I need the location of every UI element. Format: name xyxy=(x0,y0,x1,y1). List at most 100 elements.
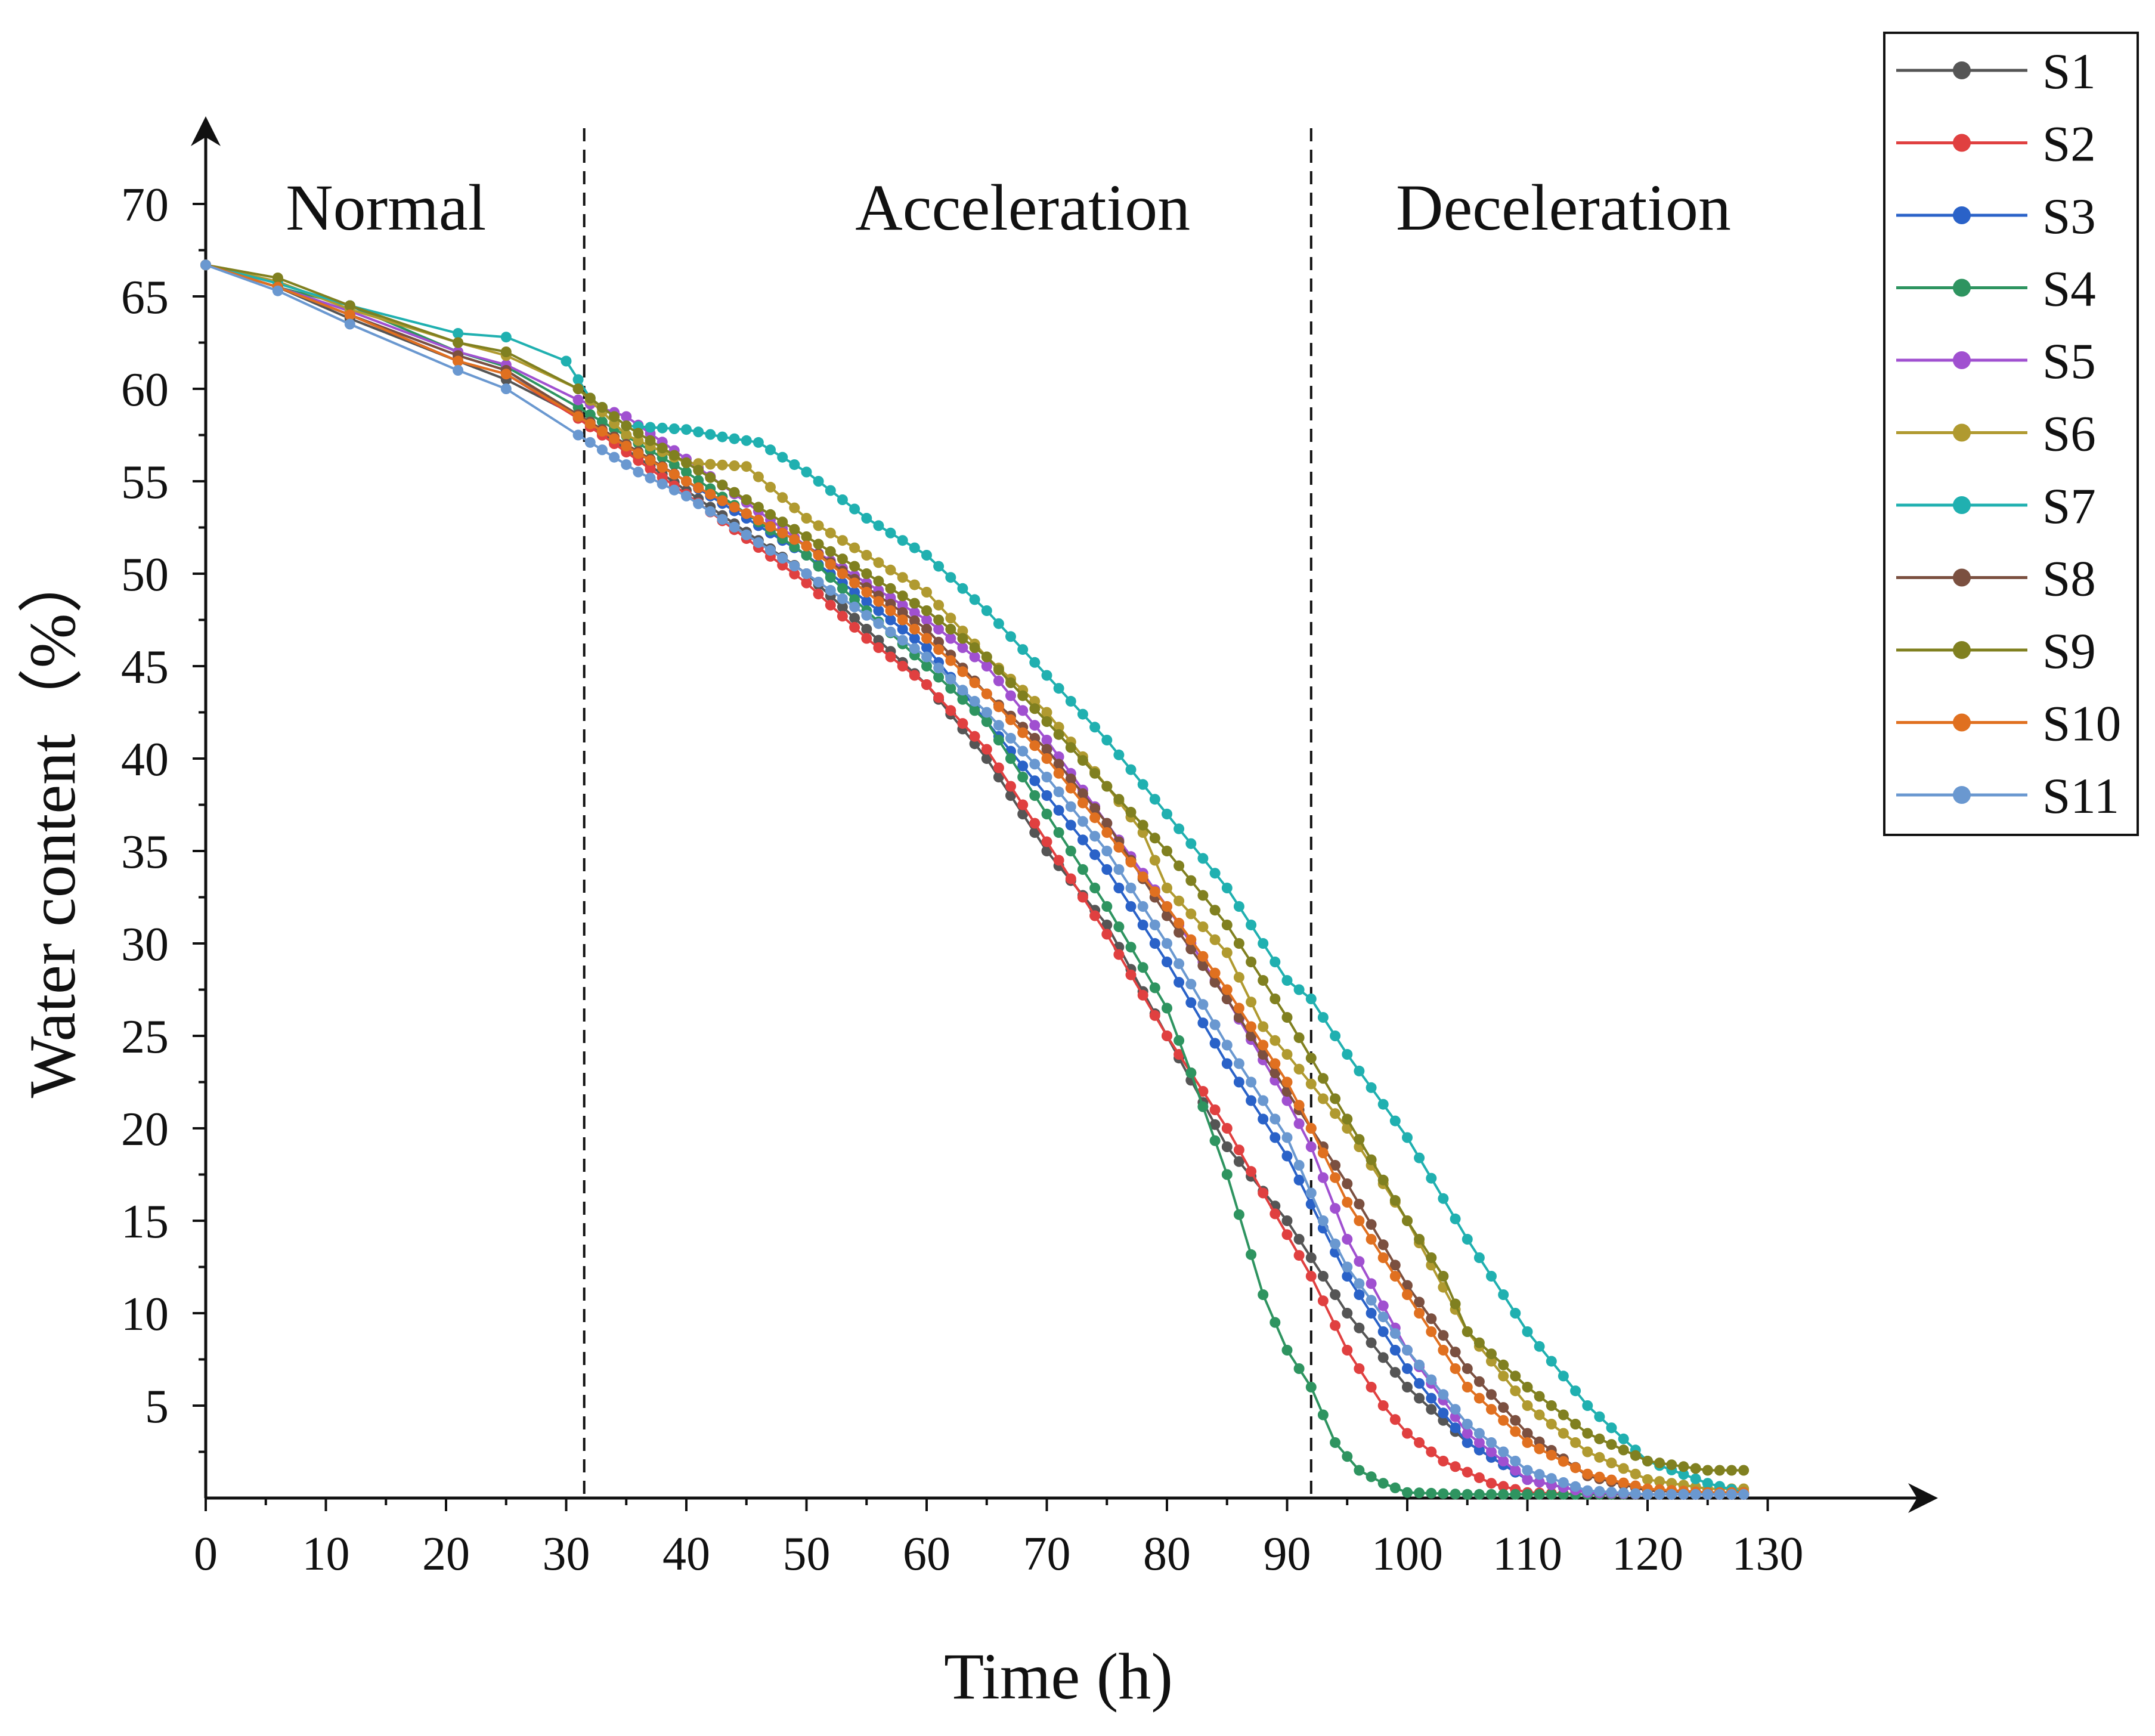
data-point xyxy=(1498,1456,1509,1466)
data-point xyxy=(621,420,632,431)
data-point xyxy=(1258,1049,1269,1060)
data-point xyxy=(1221,1123,1233,1134)
data-point xyxy=(1125,806,1137,818)
data-point xyxy=(1450,1363,1461,1374)
data-point xyxy=(1330,1437,1341,1448)
data-point xyxy=(1450,1213,1461,1224)
data-point xyxy=(1522,1400,1533,1411)
data-point xyxy=(1534,1409,1545,1421)
data-point xyxy=(717,479,728,491)
data-point xyxy=(993,618,1004,629)
data-point xyxy=(1197,890,1209,901)
data-point xyxy=(945,655,956,666)
data-point xyxy=(1041,707,1052,718)
data-point xyxy=(1377,1478,1389,1489)
data-point xyxy=(1246,920,1257,930)
data-point xyxy=(969,705,980,716)
legend-label: S2 xyxy=(2042,116,2096,172)
data-point xyxy=(897,590,908,602)
data-point xyxy=(729,460,740,471)
data-point xyxy=(837,535,848,546)
y-tick-label: 5 xyxy=(145,1381,169,1433)
data-point xyxy=(861,587,872,598)
data-point xyxy=(1233,1076,1244,1088)
data-point xyxy=(1162,910,1172,921)
data-point xyxy=(1402,1215,1413,1226)
data-point xyxy=(1486,1489,1497,1500)
data-point xyxy=(453,328,464,339)
data-point xyxy=(1197,999,1209,1010)
data-point xyxy=(909,633,920,644)
data-point xyxy=(825,546,836,557)
x-tick-label: 90 xyxy=(1264,1528,1311,1580)
data-point xyxy=(693,426,704,438)
data-point xyxy=(945,705,956,716)
data-point xyxy=(1366,1082,1377,1093)
data-point xyxy=(717,431,728,442)
data-point xyxy=(1438,1389,1449,1400)
data-point xyxy=(1017,772,1029,782)
data-point xyxy=(981,707,992,718)
stage-label-normal: Normal xyxy=(286,171,486,244)
data-point xyxy=(933,561,945,572)
data-point xyxy=(1305,1053,1317,1064)
data-point xyxy=(1342,1113,1353,1125)
data-point xyxy=(849,594,860,605)
data-point xyxy=(609,451,620,463)
data-point xyxy=(1113,921,1125,933)
data-point xyxy=(993,772,1004,782)
data-point xyxy=(1534,1341,1545,1352)
data-point xyxy=(693,465,704,476)
data-point xyxy=(1101,735,1113,745)
data-point xyxy=(1317,1409,1329,1421)
data-point xyxy=(1101,929,1113,940)
data-point xyxy=(500,332,512,343)
data-point xyxy=(668,423,680,434)
data-point xyxy=(1246,997,1257,1008)
data-point xyxy=(1293,984,1305,995)
data-point xyxy=(1582,1468,1593,1480)
data-point xyxy=(1498,1481,1509,1492)
data-point xyxy=(1462,1326,1473,1337)
data-point xyxy=(1486,1478,1497,1489)
data-point xyxy=(1486,1389,1497,1400)
data-point xyxy=(1389,1345,1401,1356)
data-point xyxy=(1137,901,1148,912)
data-point xyxy=(885,626,896,638)
data-point xyxy=(1293,1118,1305,1130)
data-point xyxy=(1426,1172,1437,1184)
data-point xyxy=(933,663,945,674)
series-S10 xyxy=(200,259,1750,1498)
data-point xyxy=(1473,1428,1485,1439)
data-point xyxy=(1246,957,1257,967)
data-point xyxy=(1342,1271,1353,1282)
data-point xyxy=(705,472,716,483)
data-point xyxy=(1233,1012,1244,1023)
x-tick-label: 60 xyxy=(903,1528,950,1580)
data-point xyxy=(1053,855,1064,866)
data-point xyxy=(849,621,860,633)
data-point xyxy=(272,273,283,283)
data-point xyxy=(1174,1035,1185,1046)
data-point xyxy=(705,488,716,500)
data-point xyxy=(1017,809,1029,819)
data-point xyxy=(1125,764,1137,775)
data-point xyxy=(1594,1471,1605,1483)
data-point xyxy=(1450,1298,1461,1310)
data-point xyxy=(897,572,908,583)
data-point xyxy=(1342,1049,1353,1060)
data-point xyxy=(1702,1489,1713,1500)
data-point xyxy=(933,636,945,648)
legend-label: S3 xyxy=(2042,188,2096,245)
data-point xyxy=(1594,1411,1605,1422)
data-point xyxy=(1221,1169,1233,1180)
data-point xyxy=(789,541,800,552)
data-point xyxy=(1330,1172,1341,1183)
data-point xyxy=(1426,1404,1437,1415)
data-point xyxy=(1162,809,1172,819)
y-tick-label: 65 xyxy=(121,271,169,324)
data-point xyxy=(1342,1451,1353,1462)
data-point xyxy=(1233,971,1244,983)
data-point xyxy=(1558,1477,1569,1488)
data-point xyxy=(1077,892,1088,903)
